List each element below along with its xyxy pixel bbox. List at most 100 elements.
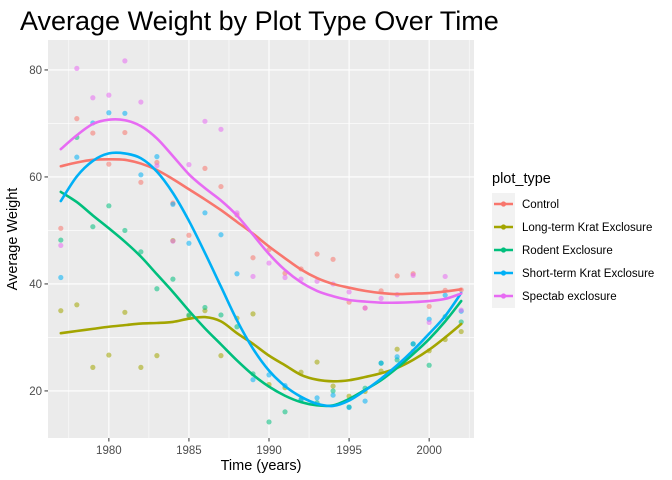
data-point-series-5 [442,273,448,280]
data-point-series-5 [154,163,160,169]
data-point-series-5 [202,118,208,124]
data-point-series-2 [250,311,256,317]
data-point-series-4 [442,292,448,298]
data-point-series-5 [218,126,224,132]
data-point-series-4 [234,271,240,277]
data-point-series-4 [74,154,80,160]
grid-major [48,40,474,438]
x-tick-label: 1990 [256,445,282,457]
data-point-series-3 [90,224,96,230]
data-point-series-5 [122,58,128,64]
legend-label: Spectab exclosure [522,291,617,303]
data-point-series-2 [138,364,144,370]
data-point-series-5 [458,307,464,313]
data-point-series-2 [218,353,224,359]
data-point-series-1 [186,232,192,238]
data-point-series-3 [282,409,288,415]
legend-title: plot_type [492,171,551,187]
legend-label: Control [522,199,559,211]
data-point-series-3 [122,227,128,234]
data-point-series-5 [362,305,368,311]
smooth-line-series-5 [59,118,463,305]
data-point-series-1 [138,179,144,185]
smooth-line-series-4 [59,151,463,408]
x-tick-label: 2000 [416,445,442,457]
x-axis-title: Time (years) [221,458,302,474]
data-point-series-2 [58,308,64,314]
data-point-series-1 [250,255,256,261]
legend-items: Control Long-term Krat Exclosure Rodent Ex… [492,193,654,308]
data-point-series-5 [346,289,352,295]
legend-key-point [500,201,507,207]
data-point-series-4 [138,172,144,178]
data-point-series-2 [154,353,160,359]
data-point-series-1 [314,251,320,257]
y-axis-title: Average Weight [5,188,21,291]
data-point-series-2 [74,302,80,308]
data-point-series-5 [378,295,384,301]
data-point-series-3 [458,319,464,325]
data-point-series-1 [394,273,400,279]
legend: plot_type Control Long-term Krat Exclosur… [492,171,654,308]
data-point-series-3 [218,312,224,318]
chart-title: Average Weight by Plot Type Over Time [20,6,499,36]
data-point-series-5 [186,162,192,168]
data-point-series-4 [218,232,224,238]
legend-key-point [500,270,507,276]
data-point-series-1 [74,116,80,122]
data-point-series-5 [426,319,432,326]
data-point-series-4 [202,210,208,216]
y-tick-label: 60 [29,172,42,184]
y-tick-label: 80 [29,65,42,77]
legend-key-point [500,224,507,230]
data-point-series-4 [330,392,336,398]
data-point-series-3 [330,388,336,394]
y-tick-label: 20 [29,386,42,398]
data-point-series-5 [138,99,144,105]
data-point-series-5 [282,274,288,281]
data-point-series-4 [122,110,128,116]
x-tick-label: 1980 [96,445,122,457]
data-point-series-1 [330,256,336,262]
data-point-series-2 [90,364,96,370]
data-point-series-3 [138,249,144,255]
data-point-series-5 [74,65,80,71]
data-point-series-5 [106,92,112,98]
data-point-series-5 [58,242,64,249]
data-point-series-1 [122,129,128,136]
data-point-series-2 [330,383,336,389]
legend-label: Rodent Exclosure [522,245,613,257]
x-tick-label: 1985 [176,445,202,457]
data-point-series-3 [266,419,272,425]
data-point-series-1 [58,225,64,231]
data-point-series-5 [410,272,416,278]
legend-key-point [500,293,507,299]
data-point-series-4 [378,360,384,366]
data-point-series-5 [250,273,256,280]
data-point-series-2 [122,309,128,315]
data-point-series-4 [394,354,400,360]
data-point-series-2 [458,328,464,335]
data-point-series-4 [362,398,368,404]
data-point-series-3 [202,304,208,311]
data-point-series-4 [186,240,192,246]
data-point-series-5 [170,238,176,244]
x-tick-label: 1995 [336,445,362,457]
data-point-series-5 [266,260,272,266]
legend-label: Long-term Krat Exclosure [522,222,652,234]
data-point-series-1 [90,130,96,136]
data-point-series-3 [426,362,432,368]
data-point-series-4 [346,404,352,411]
data-point-series-4 [170,201,176,207]
x-axis: 1980 1985 1990 1995 2000 [96,438,442,457]
legend-label: Short-term Krat Exclosure [522,268,654,280]
data-point-series-3 [170,276,176,282]
lines-layer [59,118,463,408]
data-point-series-5 [90,95,96,101]
data-point-series-1 [202,165,208,171]
data-point-series-3 [58,237,64,243]
grid-minor [48,40,474,438]
data-point-series-2 [394,346,400,352]
